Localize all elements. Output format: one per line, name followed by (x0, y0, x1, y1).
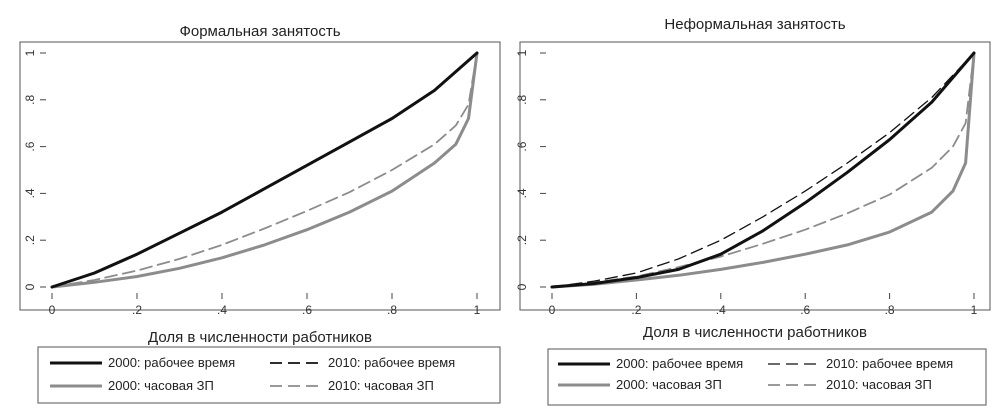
x-tick-label: .2 (631, 303, 641, 317)
x-tick-label: 1 (971, 303, 978, 317)
legend-label: 2010: рабочее время (328, 355, 455, 370)
x-axis-label: Доля в численности работников (643, 324, 867, 341)
x-axis-label: Доля в численности работников (148, 329, 372, 346)
series-line (551, 52, 975, 288)
x-tick-label: .4 (716, 303, 726, 317)
plot-frame (519, 41, 991, 311)
chart-title: Неформальная занятость (664, 16, 845, 33)
y-tick-label: .4 (23, 188, 37, 198)
legend-label: 2010: рабочее время (826, 356, 953, 371)
x-tick-label: .4 (217, 303, 227, 317)
y-tick-label: 1 (23, 49, 37, 56)
legend-label: 2000: рабочее время (616, 356, 743, 371)
x-tick-label: .6 (800, 303, 810, 317)
legend-label: 2010: часовая ЗП (826, 377, 932, 392)
plot-frame (19, 41, 501, 311)
x-tick-label: .2 (132, 303, 142, 317)
series-line (550, 51, 976, 289)
legend-box (37, 346, 501, 404)
series-line (50, 51, 479, 289)
y-tick-label: 1 (515, 49, 529, 56)
y-tick-label: .6 (515, 141, 529, 151)
series-lines (550, 51, 976, 289)
series-lines (50, 51, 479, 289)
x-tick-label: .8 (387, 303, 397, 317)
chart-panel-informal: Неформальная занятость 0 .2 .4 .6 .8 1 0 .2 .4 .6… (515, 16, 991, 406)
y-tick-label: 0 (23, 283, 37, 290)
chart-title: Формальная занятость (179, 23, 340, 40)
legend-box (547, 348, 987, 406)
legend-label: 2000: часовая ЗП (616, 377, 722, 392)
y-tick-label: .6 (23, 141, 37, 151)
y-tick-label: .2 (515, 235, 529, 245)
series-line (51, 52, 478, 288)
x-tick-label: 0 (549, 303, 556, 317)
axes: 0 .2 .4 .6 .8 1 0 .2 .4 .6 .8 1 (23, 49, 481, 317)
legend-label: 2000: часовая ЗП (108, 378, 214, 393)
series-line (550, 51, 976, 289)
legend-label: 2010: часовая ЗП (328, 378, 434, 393)
x-tick-label: .8 (885, 303, 895, 317)
chart-panel-formal: Формальная занятость 0 .2 .4 .6 .8 1 0 .2 .4 .6 .8… (19, 23, 501, 404)
axes: 0 .2 .4 .6 .8 1 0 .2 .4 .6 .8 1 (515, 49, 978, 317)
x-tick-label: 1 (474, 303, 481, 317)
legend: 2000: рабочее время 2010: рабочее время 20… (547, 348, 987, 406)
series-line (50, 51, 479, 289)
y-tick-label: .8 (23, 94, 37, 104)
y-tick-label: .4 (515, 188, 529, 198)
y-tick-label: .8 (515, 94, 529, 104)
y-tick-label: .2 (23, 235, 37, 245)
x-tick-label: 0 (49, 303, 56, 317)
legend: 2000: рабочее время 2010: рабочее время 20… (37, 346, 501, 404)
y-tick-label: 0 (515, 283, 529, 290)
series-line (551, 52, 975, 288)
x-tick-label: .6 (302, 303, 312, 317)
legend-label: 2000: рабочее время (108, 355, 235, 370)
